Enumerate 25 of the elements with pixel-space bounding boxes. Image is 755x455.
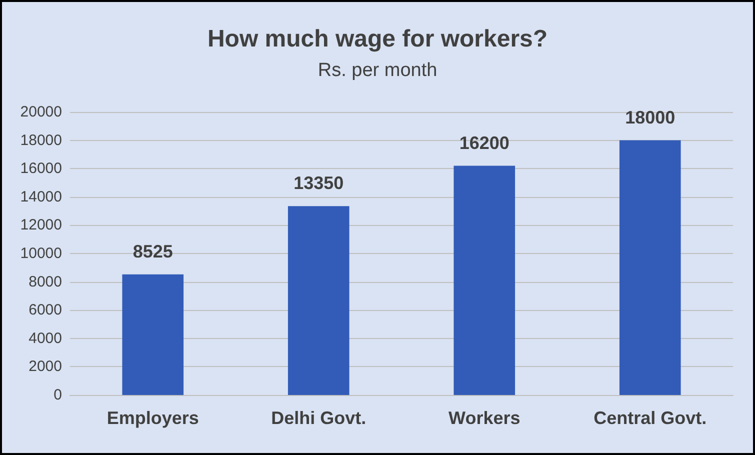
y-tick-label: 0 — [54, 386, 62, 404]
bar — [122, 274, 184, 395]
x-tick-label: Delhi Govt. — [271, 408, 366, 428]
chart-subtitle: Rs. per month — [318, 60, 438, 81]
y-tick-label: 12000 — [20, 216, 62, 234]
data-label: 18000 — [625, 107, 676, 128]
y-tick-label: 10000 — [20, 245, 62, 262]
data-label: 16200 — [459, 132, 510, 153]
y-tick-label: 8000 — [28, 273, 62, 290]
data-label: 8525 — [132, 241, 173, 262]
y-tick-label: 18000 — [20, 132, 62, 149]
y-tick-label: 4000 — [28, 330, 62, 347]
y-tick-label: 14000 — [20, 188, 62, 206]
bar — [454, 166, 516, 395]
bar — [619, 140, 681, 395]
y-tick-label: 16000 — [20, 160, 62, 178]
bar — [288, 206, 350, 395]
y-tick-label: 20000 — [20, 104, 62, 120]
data-label: 13350 — [294, 173, 344, 194]
chart-title: How much wage for workers? — [207, 26, 548, 52]
y-tick-label: 6000 — [28, 302, 62, 319]
x-tick-label: Central Govt. — [594, 408, 707, 428]
x-tick-label: Employers — [106, 408, 199, 428]
y-tick-label: 2000 — [28, 358, 62, 376]
x-tick-label: Workers — [448, 408, 520, 428]
